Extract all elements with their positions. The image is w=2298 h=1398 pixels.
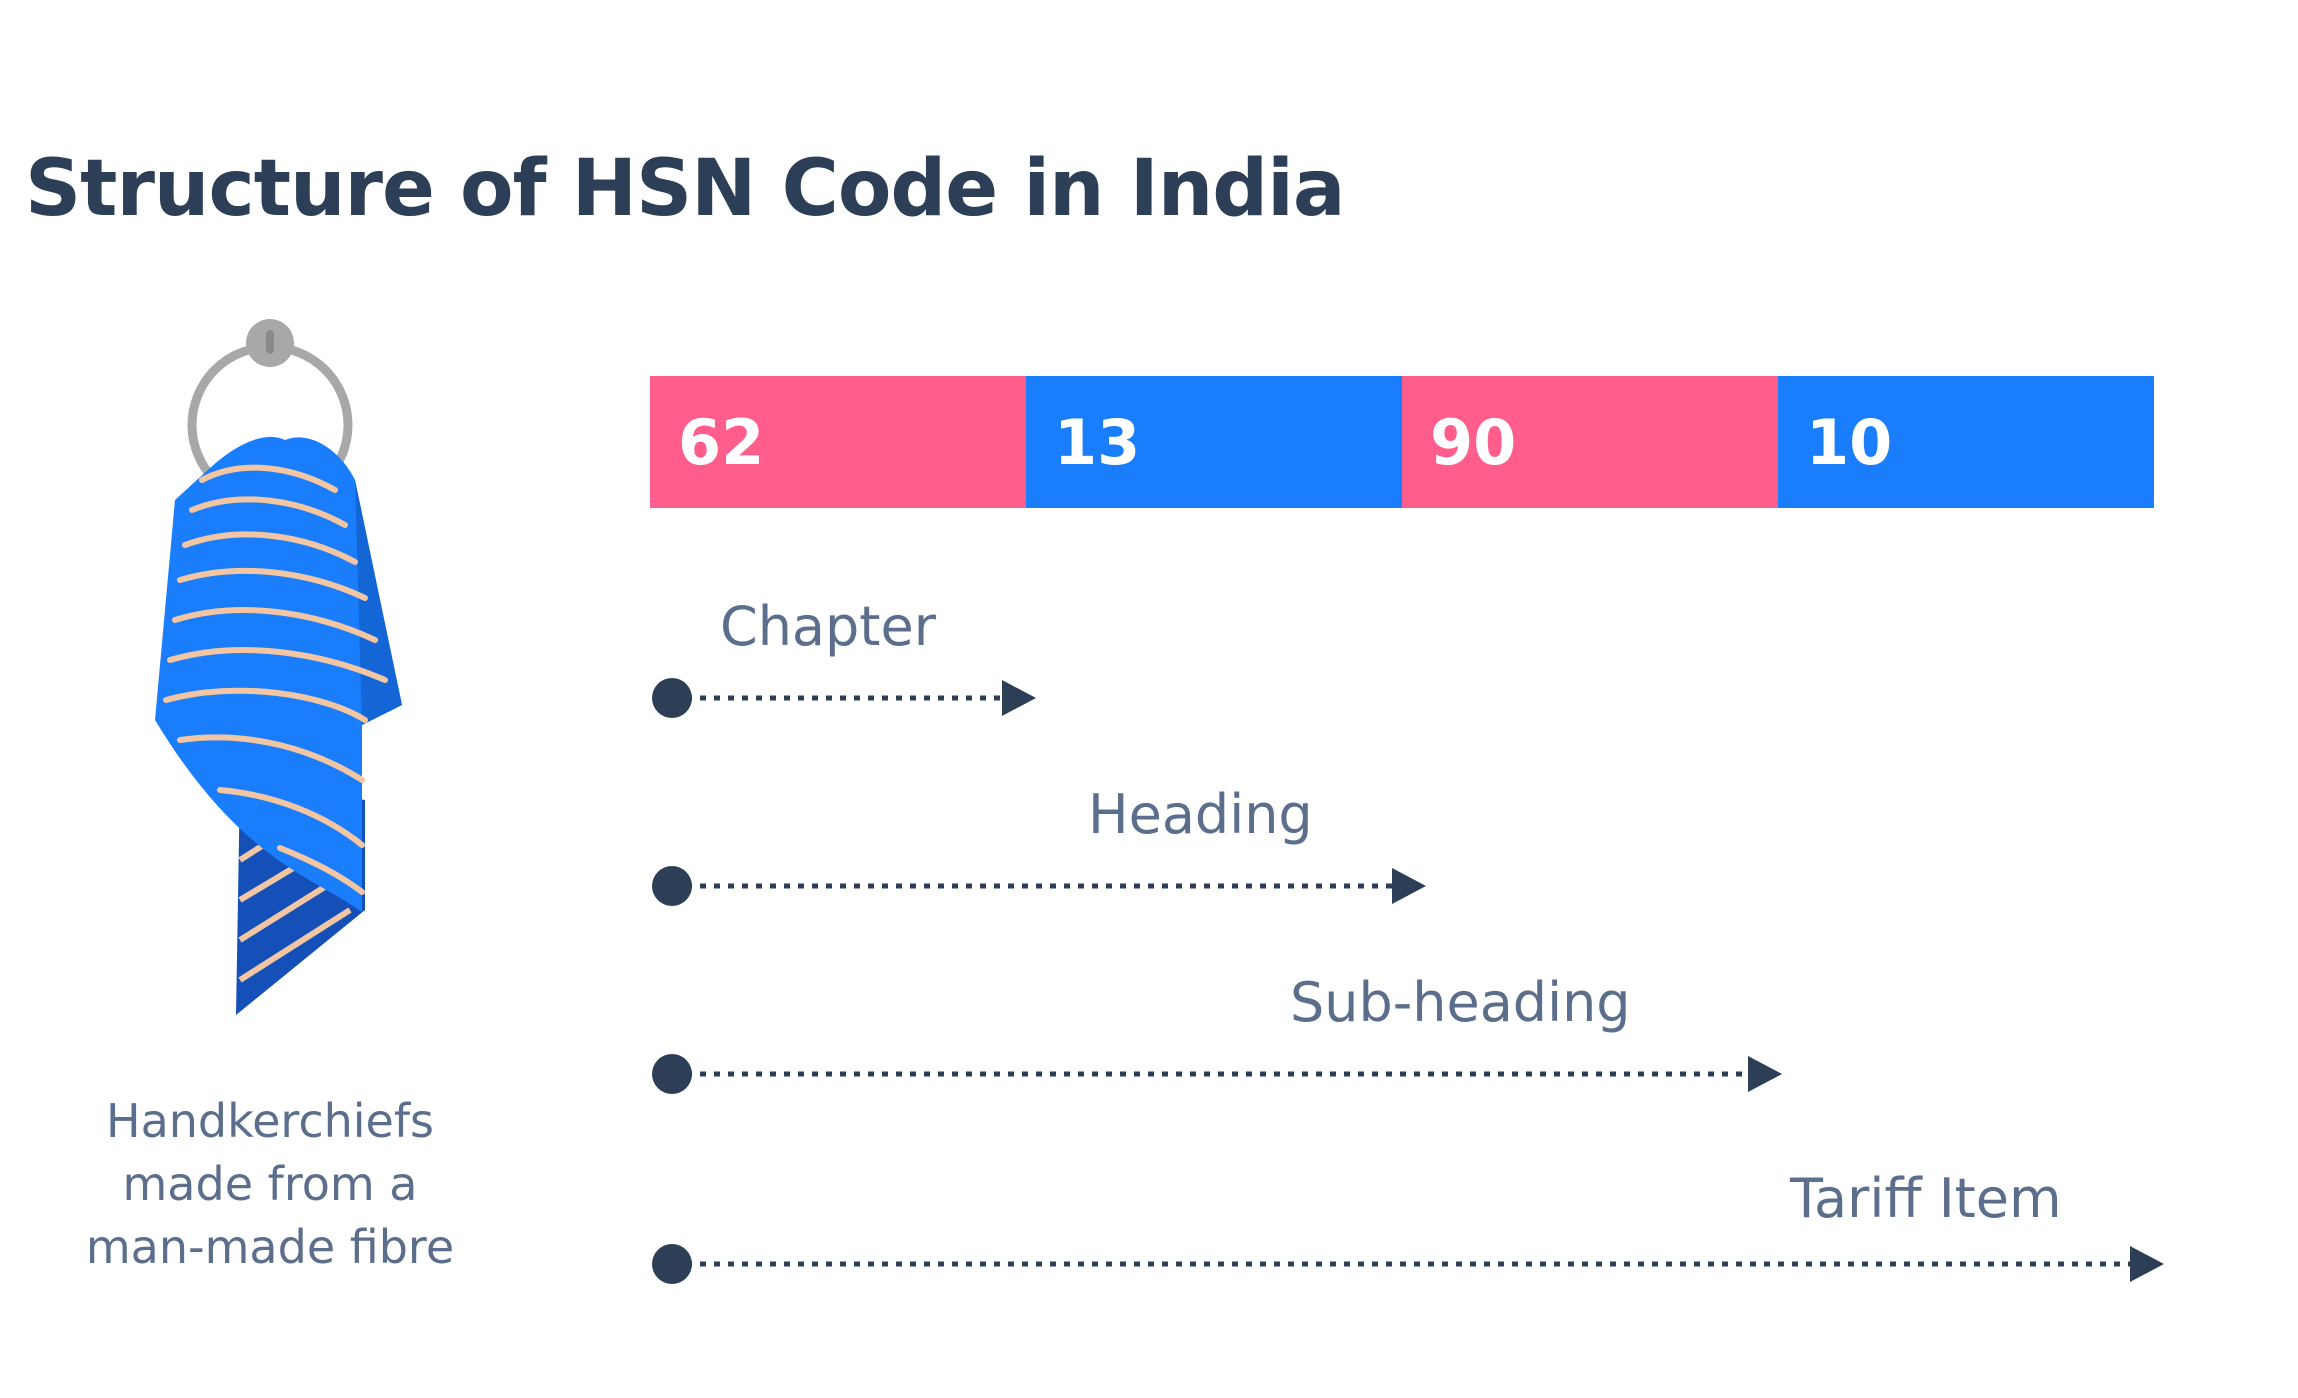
page-title: Structure of HSN Code in India	[25, 144, 1345, 234]
code-segment-heading: 13	[1026, 376, 1402, 508]
illustration-caption: Handkerchiefs made from a man-made fibre	[40, 1090, 500, 1279]
level-label-heading: Heading	[1088, 783, 1313, 846]
code-segment-chapter: 62	[650, 376, 1026, 508]
code-segment-subheading: 90	[1402, 376, 1778, 508]
arrow-tariff-item	[652, 1244, 2164, 1284]
level-label-subheading: Sub-heading	[1290, 971, 1631, 1034]
caption-line-3: man-made fibre	[85, 1220, 455, 1274]
caption-line-1: Handkerchiefs	[105, 1094, 435, 1148]
handkerchief-icon	[155, 319, 402, 1015]
caption-line-2: made from a	[122, 1157, 418, 1211]
level-label-tariff-item: Tariff Item	[1790, 1167, 2062, 1230]
arrow-heading	[652, 866, 1426, 906]
arrow-chapter	[652, 678, 1036, 718]
level-label-chapter: Chapter	[720, 595, 936, 658]
hsn-code-bar: 62 13 90 10	[650, 376, 2154, 508]
code-segment-tariff: 10	[1778, 376, 2154, 508]
arrow-subheading	[652, 1054, 1782, 1094]
